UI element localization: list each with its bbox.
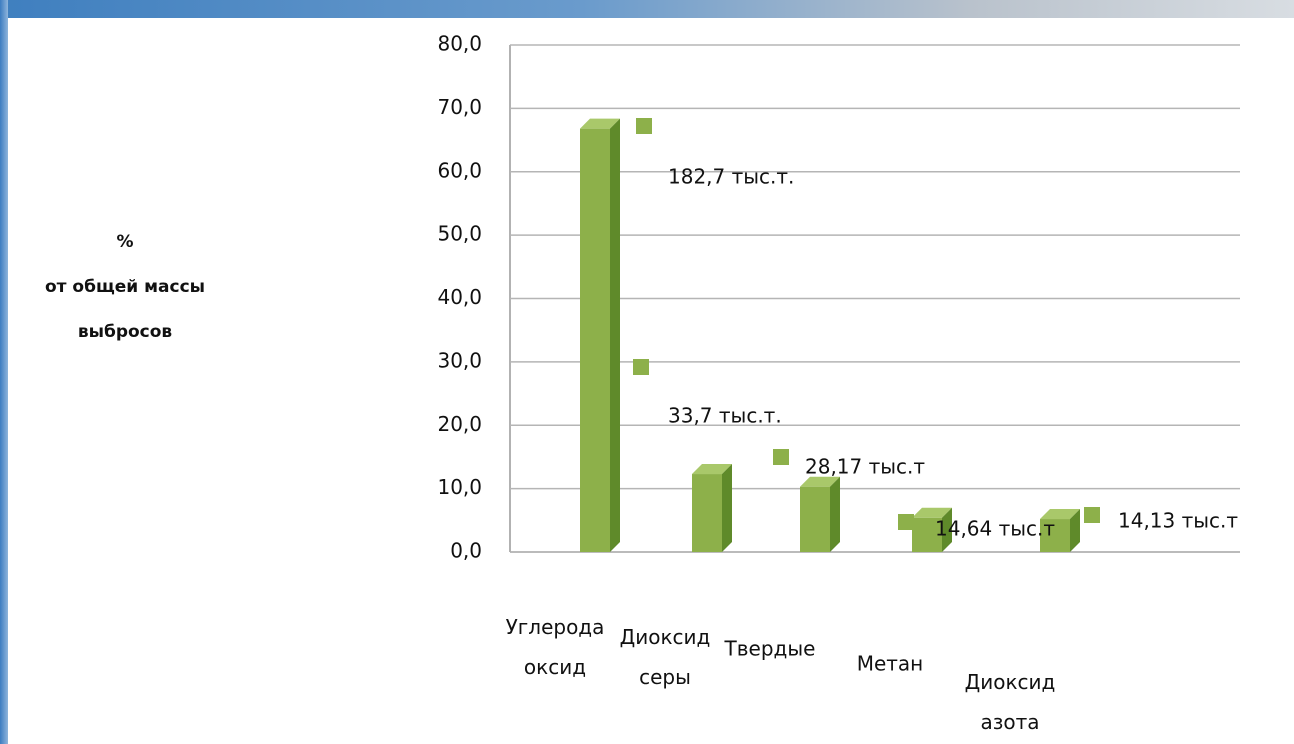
- y-tick-label: 10,0: [437, 475, 482, 499]
- y-tick-label: 30,0: [437, 348, 482, 372]
- left-strip: [0, 0, 8, 744]
- y-tick-label: 80,0: [437, 32, 482, 56]
- x-tick-label: Диоксид серы: [620, 625, 711, 689]
- x-tick-label: Диоксид азота: [965, 670, 1056, 734]
- y-tick-label: 40,0: [437, 285, 482, 309]
- annotation-marker: [773, 449, 789, 465]
- annotation: 33,7 тыс.т.: [668, 404, 782, 428]
- y-tick-label: 60,0: [437, 158, 482, 182]
- x-tick-label: Твердые: [724, 637, 816, 661]
- annotation-marker: [636, 118, 652, 134]
- annotation: 14,64 тыс.т: [935, 517, 1055, 541]
- y-axis-label: выбросов: [78, 322, 173, 342]
- annotation-marker: [1084, 507, 1100, 523]
- y-tick-label: 20,0: [437, 412, 482, 436]
- annotation: 28,17 тыс.т: [805, 455, 925, 479]
- bar: [800, 476, 840, 552]
- annotation-marker: [898, 514, 914, 530]
- bar: [580, 118, 620, 552]
- y-axis-label: от общей массы: [45, 277, 205, 297]
- bar: [1040, 509, 1080, 552]
- y-tick-label: 0,0: [450, 539, 482, 563]
- annotation-marker: [633, 359, 649, 375]
- header-strip: [0, 0, 1294, 18]
- bar: [692, 464, 732, 552]
- y-tick-label: 50,0: [437, 222, 482, 246]
- y-tick-label: 70,0: [437, 95, 482, 119]
- y-axis-label: %: [116, 232, 133, 252]
- annotation: 182,7 тыс.т.: [668, 165, 794, 189]
- annotation: 14,13 тыс.т: [1118, 509, 1238, 533]
- x-tick-label: Метан: [857, 652, 924, 676]
- x-tick-label: Углерода оксид: [506, 615, 605, 679]
- bar: [912, 507, 952, 552]
